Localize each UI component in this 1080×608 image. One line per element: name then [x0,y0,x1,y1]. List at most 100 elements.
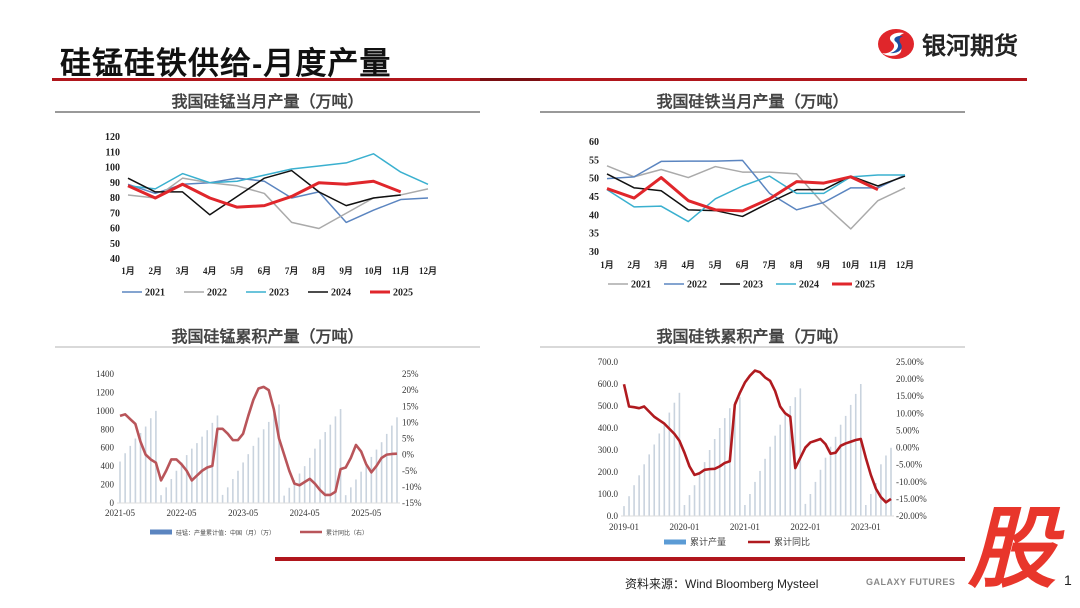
x-tick-label: 6月 [258,266,272,276]
x-tick-label: 9月 [817,260,831,270]
bar [396,417,398,503]
y-tick-label: 90 [110,178,120,189]
series-line-2025 [606,175,879,213]
bar [643,464,645,516]
divider [55,111,480,113]
legend-label-2025: 2025 [855,280,875,291]
bar [723,418,726,516]
bar [854,393,857,516]
bar [774,435,776,516]
x-tick-label: 2023-01 [851,522,881,532]
bar [191,448,193,503]
y2-tick-label: -5% [402,466,417,476]
y-tick-label: 600.0 [598,379,619,389]
header-divider-accent [480,78,540,81]
bar [859,384,862,516]
bar [663,423,666,516]
legend-label-2023: 2023 [743,280,763,291]
bar [314,448,316,503]
bar [844,415,847,516]
bar [870,494,872,516]
x-tick-label: 2021-01 [730,522,760,532]
bar [718,428,721,516]
y2-tick-label: -15.00% [896,494,927,504]
bar [344,495,347,503]
bar [175,470,178,503]
bar [809,494,812,516]
bar [628,496,630,516]
bar [638,475,640,516]
bar [267,421,270,503]
x-tick-label: 6月 [736,260,750,270]
y2-tick-label: 5.00% [896,425,920,435]
legend-label-line: 累计同比 [774,536,810,547]
x-tick-label: 10月 [842,260,860,270]
y2-tick-label: 0% [402,450,415,460]
y2-tick-label: 25% [402,369,419,379]
legend-label-2022: 2022 [687,280,707,291]
bar [799,388,802,516]
x-tick-label: 5月 [230,266,244,276]
x-tick-label: 12月 [419,266,437,276]
bar [713,439,716,516]
y-tick-label: 200 [101,480,115,490]
x-tick-label: 1月 [121,266,135,276]
bar [129,445,132,503]
bar [288,487,291,503]
y2-tick-label: -10% [402,482,422,492]
bar [293,479,296,503]
x-tick-label: 2024-05 [290,508,320,518]
x-tick-label: 4月 [203,266,217,276]
y-tick-label: 60 [110,224,120,235]
y-tick-label: 200.0 [598,467,619,477]
x-tick-label: 5月 [709,260,723,270]
x-tick-label: 8月 [312,266,326,276]
series-line-2024 [606,174,905,223]
x-tick-label: 11月 [392,266,410,276]
bar [759,470,761,516]
galaxy-logo-icon [878,28,914,59]
bar [380,442,383,503]
bar [196,443,198,503]
y2-tick-label: 20% [402,385,419,395]
bar [829,446,832,516]
y-tick-label: 80 [110,193,120,204]
series-line-2023 [127,153,429,190]
y-tick-label: 500.0 [598,401,619,411]
bar [703,462,706,516]
legend-label-2023: 2023 [269,288,289,299]
bar [350,487,352,503]
page-number: 1 [1064,572,1072,588]
x-tick-label: 10月 [364,266,382,276]
x-tick-label: 2025-05 [351,508,381,518]
bar [673,402,676,516]
bar [688,495,691,516]
y-tick-label: 40 [589,210,599,221]
bar [749,494,751,516]
bar [139,432,142,503]
y-tick-label: 400 [101,461,115,471]
bar [324,432,326,503]
stamp-watermark: 股 [968,497,1057,600]
x-tick-label: 4月 [682,260,696,270]
bar [804,503,807,516]
bar [262,429,265,503]
bar [754,481,756,516]
bar [165,487,167,503]
bar [865,505,867,516]
bar [708,450,711,516]
bar [678,392,681,516]
bar [273,413,275,503]
y2-tick-label: 20.00% [896,374,924,384]
bar [226,487,229,503]
bar [698,474,701,516]
divider [540,346,965,348]
y-tick-label: 0 [110,498,115,508]
bar [668,412,671,516]
page-title: 硅锰硅铁供给-月度产量 [60,46,392,81]
bar [119,461,121,503]
series-line-2022 [606,159,906,211]
bar [814,481,817,516]
